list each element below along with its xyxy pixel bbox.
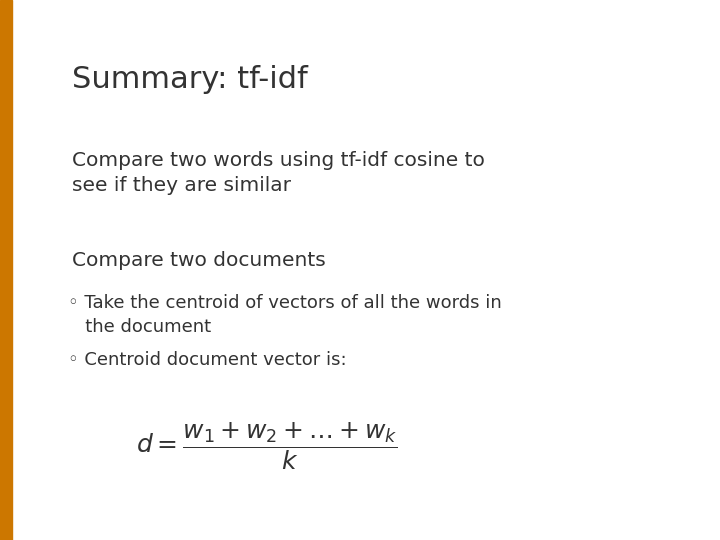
Text: Compare two documents: Compare two documents xyxy=(72,251,325,270)
Bar xyxy=(0,0,12,540)
Text: ◦ Centroid document vector is:: ◦ Centroid document vector is: xyxy=(68,351,347,369)
Text: ◦ Take the centroid of vectors of all the words in
   the document: ◦ Take the centroid of vectors of all th… xyxy=(68,294,502,336)
Text: $d = \dfrac{w_1 + w_2 + \ldots + w_k}{k}$: $d = \dfrac{w_1 + w_2 + \ldots + w_k}{k}… xyxy=(135,421,397,472)
Text: Compare two words using tf-idf cosine to
see if they are similar: Compare two words using tf-idf cosine to… xyxy=(72,151,485,195)
Text: Summary: tf-idf: Summary: tf-idf xyxy=(72,65,307,94)
